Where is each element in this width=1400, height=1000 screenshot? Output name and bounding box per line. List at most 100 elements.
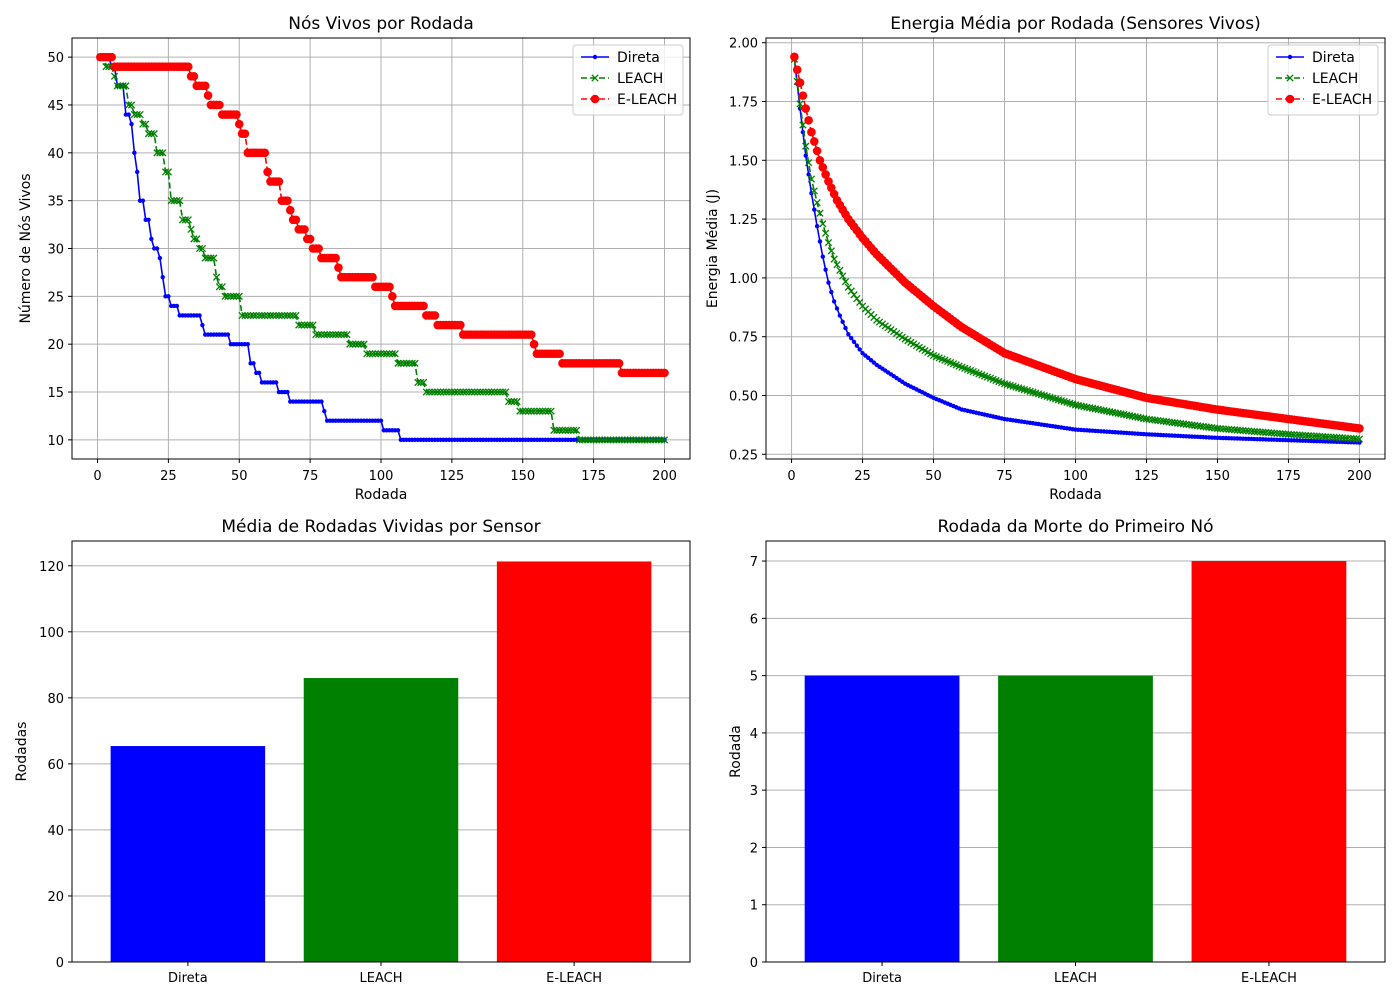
x-tick-label: E-LEACH xyxy=(1241,971,1297,986)
y-tick-label: 120 xyxy=(39,560,64,575)
data-point xyxy=(147,130,156,138)
data-point xyxy=(130,110,139,119)
axes-frame xyxy=(765,37,1386,460)
data-point xyxy=(368,350,377,358)
data-point xyxy=(378,418,384,423)
y-tick-label: 1.00 xyxy=(729,272,758,287)
data-point xyxy=(470,388,479,396)
chart-3 xyxy=(68,540,691,966)
axes-frame xyxy=(765,540,1386,963)
y-axis-label: Número de Nós Vivos xyxy=(18,173,34,323)
y-tick-label: 10 xyxy=(47,434,64,449)
data-point xyxy=(428,388,436,396)
legend-marker xyxy=(591,74,599,82)
data-point xyxy=(1202,423,1210,431)
data-point xyxy=(621,436,629,444)
data-point xyxy=(595,436,603,444)
data-point xyxy=(473,388,482,396)
data-point xyxy=(643,436,652,444)
x-tick-label: 125 xyxy=(1134,469,1159,484)
data-point xyxy=(547,407,555,415)
data-point xyxy=(1208,424,1216,432)
data-point xyxy=(1321,433,1330,441)
data-point xyxy=(1236,426,1244,434)
bar-Direta xyxy=(804,675,960,962)
data-point xyxy=(813,198,821,207)
data-point xyxy=(609,436,618,444)
y-axis-label: Rodada xyxy=(728,725,744,778)
legend-label: Direta xyxy=(617,50,660,66)
chart-1: Direta LEACH E-LEACH xyxy=(68,37,691,463)
data-point xyxy=(150,130,158,138)
data-point xyxy=(1313,432,1321,440)
y-tick-label: 0.25 xyxy=(729,448,758,463)
y-tick-label: 20 xyxy=(47,890,64,905)
data-point xyxy=(414,378,422,387)
data-point xyxy=(850,291,858,299)
data-point xyxy=(183,62,193,72)
legend-marker xyxy=(1286,74,1294,82)
data-point xyxy=(246,311,255,320)
data-point xyxy=(561,426,569,434)
data-point xyxy=(1151,416,1159,424)
data-point xyxy=(215,100,224,110)
data-point xyxy=(255,311,263,320)
data-point xyxy=(502,388,510,396)
data-point xyxy=(1245,427,1253,435)
series-Direta xyxy=(792,56,1362,445)
data-point xyxy=(530,407,538,415)
data-point xyxy=(839,272,847,280)
data-point xyxy=(210,254,218,262)
x-tick-label: 50 xyxy=(925,469,942,484)
data-point xyxy=(804,158,813,167)
data-point xyxy=(371,350,379,358)
data-point xyxy=(161,168,170,176)
series-LEACH xyxy=(96,53,669,444)
data-point xyxy=(465,388,473,396)
y-tick-label: 0.50 xyxy=(729,389,758,404)
chart-2: Direta LEACH E-LEACH xyxy=(762,37,1386,463)
data-point xyxy=(263,311,272,320)
data-point xyxy=(314,244,323,253)
data-point xyxy=(513,397,521,406)
data-point xyxy=(317,330,326,339)
data-point xyxy=(235,292,243,301)
data-point xyxy=(232,110,241,119)
data-point xyxy=(241,311,249,320)
data-point xyxy=(821,170,830,179)
axes-frame xyxy=(71,37,691,460)
data-point xyxy=(840,319,845,325)
x-tick-label: 100 xyxy=(1063,469,1088,484)
data-point xyxy=(107,52,116,62)
data-point xyxy=(273,380,279,385)
data-point xyxy=(519,407,527,415)
legend-label: E-LEACH xyxy=(1312,92,1372,108)
data-point xyxy=(646,436,654,444)
data-point xyxy=(309,321,317,329)
data-point xyxy=(1228,425,1236,434)
data-point xyxy=(1347,434,1355,443)
y-tick-label: 0.75 xyxy=(729,331,758,346)
data-point xyxy=(814,223,820,229)
y-tick-label: 25 xyxy=(47,290,64,305)
bar-Direta xyxy=(110,746,266,962)
chart-title: Rodada da Morte do Primeiro Nó xyxy=(937,517,1213,537)
data-point xyxy=(119,82,127,90)
bar-LEACH xyxy=(998,675,1153,962)
data-point xyxy=(249,311,258,320)
y-tick-label: 45 xyxy=(47,99,64,114)
data-point xyxy=(245,341,250,347)
data-point xyxy=(1142,415,1151,423)
data-point xyxy=(824,238,833,247)
data-point xyxy=(1318,432,1327,441)
data-point xyxy=(1262,428,1270,437)
data-point xyxy=(200,322,205,328)
y-tick-label: 4 xyxy=(750,727,758,742)
data-point xyxy=(278,311,286,320)
data-point xyxy=(615,436,623,444)
data-point xyxy=(1233,426,1242,434)
data-point xyxy=(1259,428,1267,436)
data-point xyxy=(493,388,501,396)
data-point xyxy=(225,332,231,337)
data-point xyxy=(385,350,394,358)
